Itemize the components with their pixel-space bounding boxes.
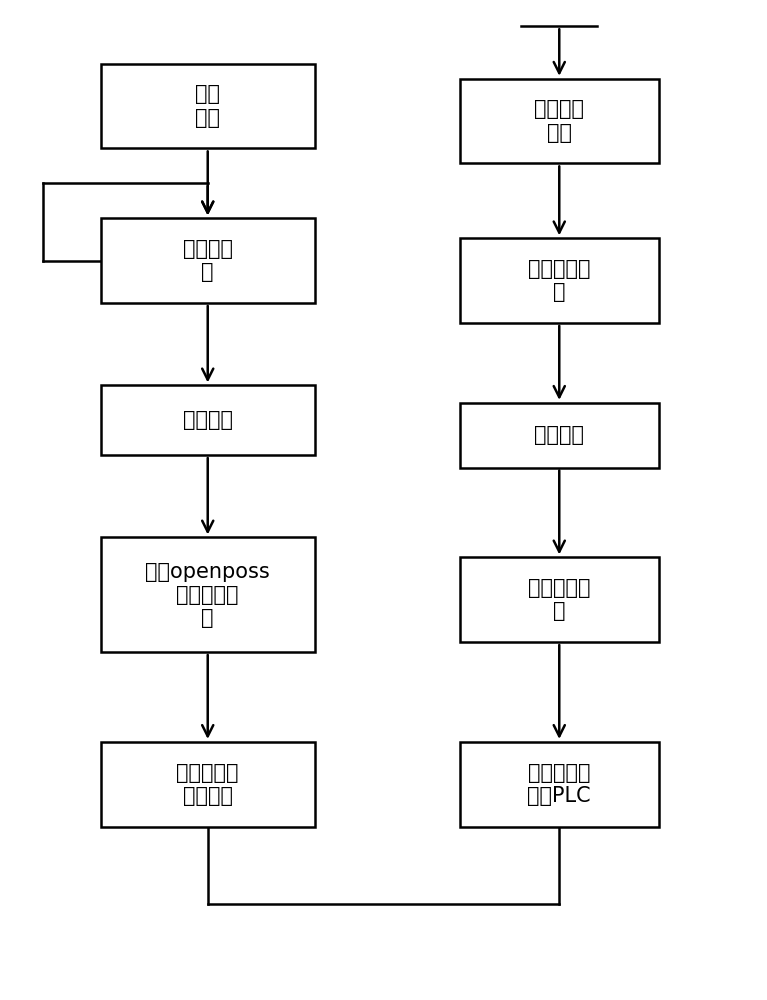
Bar [460, 403, 659, 468]
Text: 传输楼层信
息至PLC: 传输楼层信 息至PLC [528, 763, 591, 806]
Text: 根据openposs
模型检测手
部: 根据openposs 模型检测手 部 [146, 562, 270, 628]
Bar [100, 64, 314, 148]
Bar [460, 557, 659, 642]
Text: 获取帧图
像: 获取帧图 像 [183, 239, 232, 282]
Text: 图像处理: 图像处理 [183, 410, 232, 430]
Bar [460, 742, 659, 827]
Text: 识别轨迹: 识别轨迹 [535, 425, 584, 445]
Bar [100, 537, 314, 652]
Bar [460, 79, 659, 163]
Bar [100, 385, 314, 455]
Text: 电梯
视频: 电梯 视频 [196, 84, 220, 128]
Bar [100, 218, 314, 303]
Bar [100, 742, 314, 827]
Text: 获取手部
质心: 获取手部 质心 [535, 99, 584, 143]
Text: 输出楼层信
息: 输出楼层信 息 [528, 578, 591, 621]
Text: 质心轨迹跟
踪: 质心轨迹跟 踪 [528, 259, 591, 302]
Bar [460, 238, 659, 323]
Text: 检测手部骨
骼关键点: 检测手部骨 骼关键点 [176, 763, 239, 806]
